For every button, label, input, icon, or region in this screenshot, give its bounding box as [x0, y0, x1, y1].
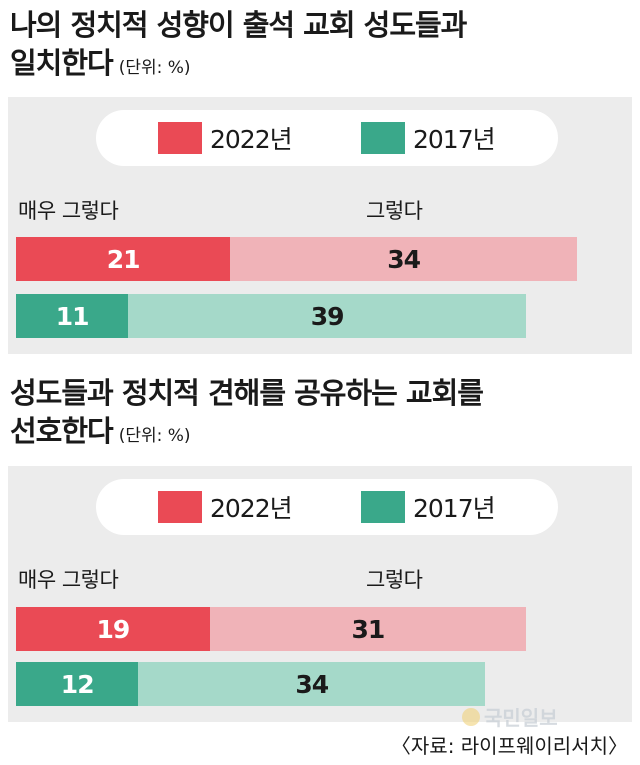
bar-very-segment: 21 [16, 237, 231, 281]
chart1-bar-row-2017: 11 39 [16, 294, 526, 338]
legend-label-2017: 2017년 [413, 125, 496, 154]
chart2-label-very: 매우 그렇다 [18, 568, 119, 592]
chart2-panel: 2022년 2017년 매우 그렇다 그렇다 19 31 12 34 [8, 466, 632, 722]
chart2-bar-row-2017: 12 34 [16, 662, 486, 706]
bar-value-label: 34 [295, 669, 329, 699]
bar-value-label: 11 [55, 301, 90, 331]
chart2-title-line2: 선호한다 (단위: %) [10, 414, 191, 448]
chart1-panel: 2022년 2017년 매우 그렇다 그렇다 21 34 11 39 [8, 97, 632, 354]
chart1-unit-label: (단위: %) [118, 58, 191, 78]
chart2-title-line1: 성도들과 정치적 견해를 공유하는 교회를 [10, 376, 484, 410]
legend-label-2022: 2022년 [210, 125, 293, 154]
bar-very-segment: 19 [16, 607, 210, 651]
bar-value-label: 21 [106, 244, 141, 274]
legend-label-2017: 2017년 [413, 494, 496, 523]
bar-very-segment: 11 [16, 294, 129, 338]
bar-agree-segment: 34 [138, 662, 486, 706]
chart2-bar-row-2022: 19 31 [16, 607, 526, 651]
chart1-label-very: 매우 그렇다 [18, 199, 119, 223]
legend-label-2022: 2022년 [210, 494, 293, 523]
bar-value-label: 31 [351, 614, 385, 644]
watermark-emblem-icon [462, 707, 480, 726]
chart1-legend-2022: 2022년 [158, 110, 293, 166]
bar-agree-segment: 39 [128, 294, 526, 338]
chart1-label-agree: 그렇다 [366, 199, 423, 223]
chart2-legend-2022: 2022년 [158, 479, 293, 535]
legend-swatch-2022 [158, 122, 202, 154]
chart2-unit-label: (단위: %) [118, 426, 191, 446]
legend-swatch-2017 [361, 491, 405, 523]
chart1-title: 나의 정치적 성향이 출석 교회 성도들과 일치한다 (단위: %) [10, 6, 467, 87]
bar-value-label: 12 [60, 669, 95, 699]
bar-value-label: 34 [387, 244, 421, 274]
chart2-label-agree: 그렇다 [366, 568, 423, 592]
bar-very-segment: 12 [16, 662, 139, 706]
bar-value-label: 19 [96, 614, 131, 644]
bar-value-label: 39 [310, 301, 345, 331]
legend-swatch-2017 [361, 122, 405, 154]
chart1-title-line2: 일치한다 (단위: %) [10, 46, 191, 80]
legend-swatch-2022 [158, 491, 202, 523]
chart1-bar-row-2022: 21 34 [16, 237, 577, 281]
source-note: 〈자료: 라이프웨이리서치〉 [390, 734, 628, 758]
bar-agree-segment: 31 [209, 607, 526, 651]
chart2-title: 성도들과 정치적 견해를 공유하는 교회를 선호한다 (단위: %) [10, 374, 484, 455]
watermark-logo: 국민일보 [462, 702, 558, 731]
chart1-title-line1: 나의 정치적 성향이 출석 교회 성도들과 [10, 8, 467, 42]
chart1-legend: 2022년 2017년 [96, 110, 558, 166]
bar-agree-segment: 34 [230, 237, 577, 281]
chart2-legend: 2022년 2017년 [96, 479, 558, 535]
chart2-legend-2017: 2017년 [361, 479, 496, 535]
watermark-text: 국민일보 [484, 706, 558, 730]
chart1-legend-2017: 2017년 [361, 110, 496, 166]
